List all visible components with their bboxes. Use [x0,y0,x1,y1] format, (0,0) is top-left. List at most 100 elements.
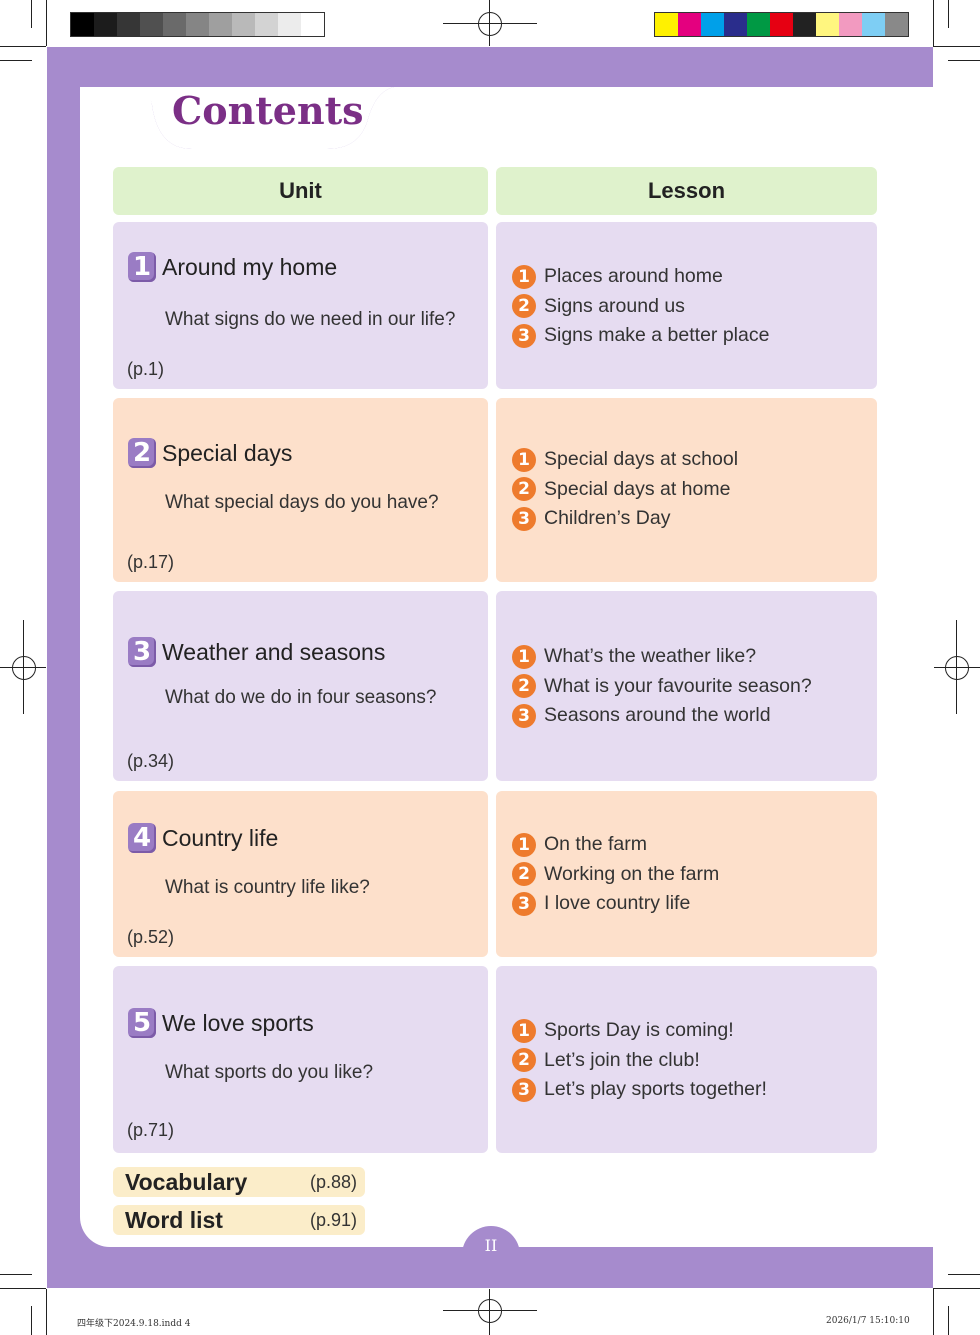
lesson-item[interactable]: 3 Children’s Day [512,504,738,534]
lesson-title: Working on the farm [544,862,720,885]
lesson-title: Let’s join the club! [544,1048,700,1071]
color-swatch [724,13,747,36]
lesson-title: Places around home [544,265,723,288]
unit-title[interactable]: 2 Special days [128,438,292,468]
lesson-item[interactable]: 1 What’s the weather like? [512,642,812,672]
unit-page-ref: (p.34) [127,751,175,771]
word-list-entry[interactable]: Word list (p.91) [113,1205,365,1235]
lesson-cell: 1 What’s the weather like? 2 What is your … [496,591,877,781]
color-swatch [793,13,816,36]
registration-circle [478,1299,502,1323]
gray-swatch [255,13,278,36]
gray-swatch [163,13,186,36]
lesson-item[interactable]: 1 Places around home [512,262,769,292]
lesson-title: Special days at home [544,477,731,500]
lesson-title: Special days at school [544,448,739,471]
lesson-title: Signs make a better place [544,324,770,347]
color-swatch [678,13,701,36]
unit-number-badge: 4 [128,823,156,853]
lesson-title: I love country life [544,892,691,915]
lesson-item[interactable]: 2 Special days at home [512,475,738,505]
crop-mark [948,1306,949,1335]
vocabulary-entry[interactable]: Vocabulary (p.88) [113,1167,365,1197]
unit-cell[interactable] [113,791,488,957]
lesson-item[interactable]: 2 Signs around us [512,292,769,322]
unit-page-ref: (p.71) [127,1120,175,1140]
lesson-title: What is your favourite season? [544,674,812,697]
word-list-label: Word list [125,1206,223,1233]
lesson-number-badge: 3 [512,703,536,728]
crop-mark [933,46,980,47]
unit-title[interactable]: 4 Country life [128,823,278,853]
lesson-number-badge: 1 [512,1018,536,1043]
unit-question: What sports do you like? [165,1062,374,1083]
word-list-page-ref: (p.91) [309,1209,357,1230]
gray-swatch [278,13,301,36]
lesson-item[interactable]: 2 What is your favourite season? [512,672,812,702]
registration-circle [945,656,969,680]
unit-question: What do we do in four seasons? [165,687,437,708]
unit-title[interactable]: 1 Around my home [128,252,337,282]
unit-cell[interactable] [113,398,488,582]
vocabulary-page-ref: (p.88) [309,1171,357,1192]
gray-swatch [71,13,94,36]
registration-circle [478,12,502,36]
lesson-item[interactable]: 1 On the farm [512,830,719,860]
lesson-item[interactable]: 3 I love country life [512,889,719,919]
lesson-number-badge: 2 [512,477,536,502]
lesson-item[interactable]: 2 Working on the farm [512,860,719,890]
crop-mark [46,0,47,46]
gray-swatch [232,13,255,36]
unit-title-text: Around my home [162,253,338,280]
color-swatch [655,13,678,36]
lesson-number-badge: 1 [512,644,536,669]
unit-cell[interactable] [113,966,488,1153]
lesson-item[interactable]: 2 Let’s join the club! [512,1046,767,1076]
gray-swatch [140,13,163,36]
unit-title[interactable]: 5 We love sports [128,1008,314,1038]
unit-title-text: We love sports [162,1009,314,1036]
crop-mark [0,46,46,47]
crop-mark [933,1288,980,1289]
unit-title-text: Special days [162,439,293,466]
lesson-number-badge: 1 [512,447,536,472]
lesson-item[interactable]: 1 Sports Day is coming! [512,1016,767,1046]
unit-page-ref: (p.52) [127,927,175,947]
crop-mark [0,1274,32,1275]
lesson-item[interactable]: 3 Let’s play sports together! [512,1075,767,1105]
lesson-number-badge: 3 [512,1077,536,1102]
title-tab [132,87,417,149]
crop-mark [933,1289,934,1335]
color-swatch [770,13,793,36]
crop-mark [948,1274,980,1275]
lesson-number-badge: 3 [512,891,536,916]
unit-title[interactable]: 3 Weather and seasons [128,637,385,667]
lesson-list: 1 Special days at school 2 Special days at… [512,445,738,534]
unit-column-header: Unit [113,167,488,215]
unit-title-text: Weather and seasons [162,638,386,665]
color-swatch [839,13,862,36]
unit-cell[interactable] [113,591,488,781]
crop-mark [948,0,949,28]
registration-circle [12,656,36,680]
lesson-title: Signs around us [544,294,685,317]
lesson-cell: 1 Places around home 2 Signs around us 3 Si… [496,222,877,389]
cmyk-color-bar [654,12,909,37]
lesson-number-badge: 1 [512,832,536,857]
lesson-number-badge: 2 [512,294,536,319]
gray-swatch [301,13,324,36]
crop-mark [0,60,32,61]
lesson-cell: 1 Sports Day is coming! 2 Let’s join the c… [496,966,877,1153]
grayscale-color-bar [70,12,325,37]
lesson-title: On the farm [544,833,647,856]
unit-page-ref: (p.1) [127,359,165,379]
page-number: II [484,1236,498,1255]
lesson-item[interactable]: 3 Signs make a better place [512,321,769,351]
lesson-number-badge: 2 [512,674,536,699]
lesson-item[interactable]: 3 Seasons around the world [512,701,812,731]
lesson-list: 1 On the farm 2 Working on the farm 3 I lov… [512,830,719,919]
lesson-item[interactable]: 1 Special days at school [512,445,738,475]
crop-mark [46,1289,47,1335]
unit-cell[interactable] [113,222,488,389]
color-swatch [862,13,885,36]
